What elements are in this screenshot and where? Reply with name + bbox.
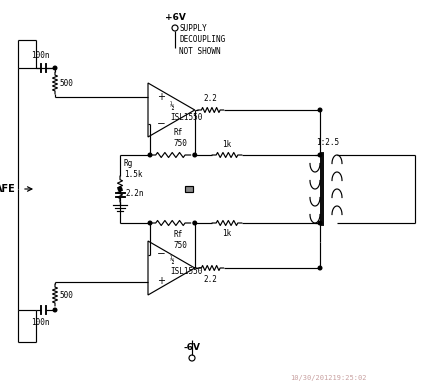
Text: 1k: 1k — [222, 140, 232, 149]
Circle shape — [53, 308, 57, 312]
Text: 10/30/201219:25:02: 10/30/201219:25:02 — [290, 375, 366, 381]
Text: 100n: 100n — [31, 51, 49, 60]
Text: −: − — [157, 119, 166, 129]
Circle shape — [148, 153, 152, 157]
Text: ½
ISL1550: ½ ISL1550 — [170, 102, 202, 122]
Text: 1:2.5: 1:2.5 — [316, 138, 339, 147]
Text: SUPPLY
DECOUPLING
NOT SHOWN: SUPPLY DECOUPLING NOT SHOWN — [179, 24, 225, 56]
Circle shape — [118, 187, 122, 191]
Text: -6V: -6V — [184, 343, 200, 352]
Text: 2.2n: 2.2n — [125, 190, 143, 198]
Text: +6V: +6V — [165, 13, 185, 22]
Text: +: + — [157, 91, 165, 102]
Text: 2.2: 2.2 — [204, 275, 218, 284]
Circle shape — [318, 108, 322, 112]
Circle shape — [193, 153, 197, 157]
Bar — [185, 186, 193, 192]
Text: 500: 500 — [59, 291, 73, 300]
Circle shape — [318, 153, 322, 157]
Circle shape — [148, 221, 152, 225]
Text: 500: 500 — [59, 78, 73, 88]
Circle shape — [53, 66, 57, 70]
Text: AFE: AFE — [0, 184, 16, 194]
Text: Rf
750: Rf 750 — [173, 230, 187, 250]
Text: Rg
1.5k: Rg 1.5k — [124, 159, 143, 179]
Text: 100n: 100n — [31, 318, 49, 327]
Text: +: + — [157, 276, 165, 286]
Circle shape — [318, 221, 322, 225]
Text: 2.2: 2.2 — [204, 94, 218, 103]
Text: 1k: 1k — [222, 229, 232, 238]
Text: ½
ISL1550: ½ ISL1550 — [170, 256, 202, 276]
Text: Rf
750: Rf 750 — [173, 128, 187, 148]
Circle shape — [318, 266, 322, 270]
Text: −: − — [157, 249, 166, 259]
Circle shape — [193, 221, 197, 225]
